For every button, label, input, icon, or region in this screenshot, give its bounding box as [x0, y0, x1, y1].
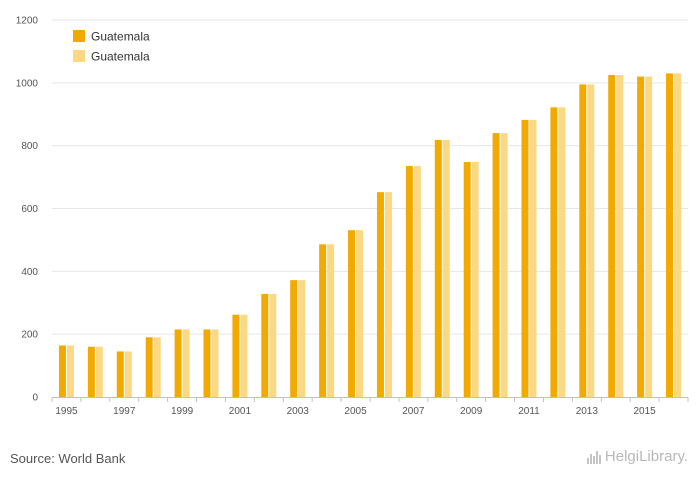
x-tick-label: 2005	[344, 406, 367, 417]
x-tick-label: 2009	[460, 406, 483, 417]
bar-series2-2015	[645, 76, 653, 398]
bar-series1-2001	[232, 314, 240, 397]
legend: Guatemala Guatemala	[73, 30, 150, 64]
x-axis: 1995 1997 1999 2001 2003 2005 2007 2009 2011 2013…	[51, 397, 689, 417]
legend-swatch	[73, 50, 85, 62]
logo-text-part1: Helgi	[604, 448, 640, 465]
legend-label: Guatemala	[91, 50, 150, 64]
bar-series1-2004	[319, 244, 327, 397]
bar-series2-2005	[356, 230, 364, 397]
bar-series2-2003	[298, 280, 306, 397]
bar-series1-2005	[348, 230, 356, 397]
bar-series1-2012	[550, 107, 558, 398]
legend-label: Guatemala	[91, 30, 150, 44]
y-axis: 0 200 400 600 800 1000 1200	[16, 16, 39, 404]
y-tick-label: 600	[21, 204, 38, 215]
x-tick-label: 2015	[634, 406, 657, 417]
bar-series2-2016	[674, 73, 682, 398]
logo-text-part2: Library.	[639, 448, 688, 465]
bar-series2-1995	[66, 345, 74, 397]
bar-series1-2002	[261, 293, 269, 397]
bar-series1-1995	[58, 345, 66, 397]
bar-series2-2000	[211, 329, 219, 397]
bar-series1-2009	[463, 162, 471, 397]
bar-series1-2000	[203, 329, 211, 397]
bar-series1-2011	[521, 119, 529, 397]
bar-series2-2012	[558, 107, 566, 398]
bar-series1-2003	[290, 280, 298, 397]
bar-series1-2007	[405, 166, 413, 397]
bar-series2-2002	[269, 293, 277, 397]
y-tick-label: 800	[21, 141, 38, 152]
logo-bars-icon	[586, 450, 601, 464]
y-tick-label: 0	[32, 393, 38, 404]
bars	[58, 73, 682, 398]
x-tick-label: 1999	[171, 406, 194, 417]
bar-series2-1999	[182, 329, 190, 397]
bar-series1-2006	[376, 192, 384, 397]
bar-series1-1999	[174, 329, 182, 397]
y-tick-label: 1200	[16, 16, 39, 27]
helgi-library-logo: Helgi Library.	[586, 448, 688, 465]
bar-series2-2013	[587, 84, 595, 397]
bar-series1-1996	[87, 346, 95, 397]
bar-series2-2008	[442, 140, 450, 398]
bar-series1-1998	[145, 337, 153, 397]
bar-series2-2009	[471, 162, 479, 397]
bar-chart: 1995 1997 1999 2001 2003 2005 2007 2009 2011 2013…	[16, 16, 689, 417]
legend-swatch	[73, 30, 85, 42]
y-tick-label: 1000	[16, 78, 39, 89]
x-tick-label: 2001	[229, 406, 252, 417]
x-tick-label: 2003	[287, 406, 310, 417]
bar-series1-2008	[434, 140, 442, 398]
bar-series2-2007	[413, 166, 421, 397]
x-tick-label: 1995	[55, 406, 78, 417]
bar-series2-2006	[384, 192, 392, 397]
bar-series2-2010	[500, 133, 508, 397]
source-note: Source: World Bank	[10, 451, 126, 466]
bar-series1-2014	[608, 74, 616, 398]
bar-series1-2016	[666, 73, 674, 398]
bar-series2-2011	[529, 119, 537, 397]
bar-series1-2010	[492, 133, 500, 397]
bar-series2-1998	[153, 337, 161, 397]
bar-series1-1997	[116, 351, 124, 397]
bar-series1-2015	[637, 76, 645, 398]
bar-series2-1997	[124, 351, 132, 397]
x-tick-label: 1997	[113, 406, 136, 417]
bar-series2-2001	[240, 314, 248, 397]
y-tick-label: 200	[21, 330, 38, 341]
bar-series2-2004	[327, 244, 335, 397]
bar-series2-2014	[616, 74, 624, 398]
x-tick-label: 2011	[518, 406, 540, 417]
bar-series2-1996	[95, 346, 103, 397]
y-tick-label: 400	[21, 267, 38, 278]
bar-series1-2013	[579, 84, 587, 397]
x-tick-label: 2013	[576, 406, 599, 417]
x-tick-label: 2007	[402, 406, 425, 417]
